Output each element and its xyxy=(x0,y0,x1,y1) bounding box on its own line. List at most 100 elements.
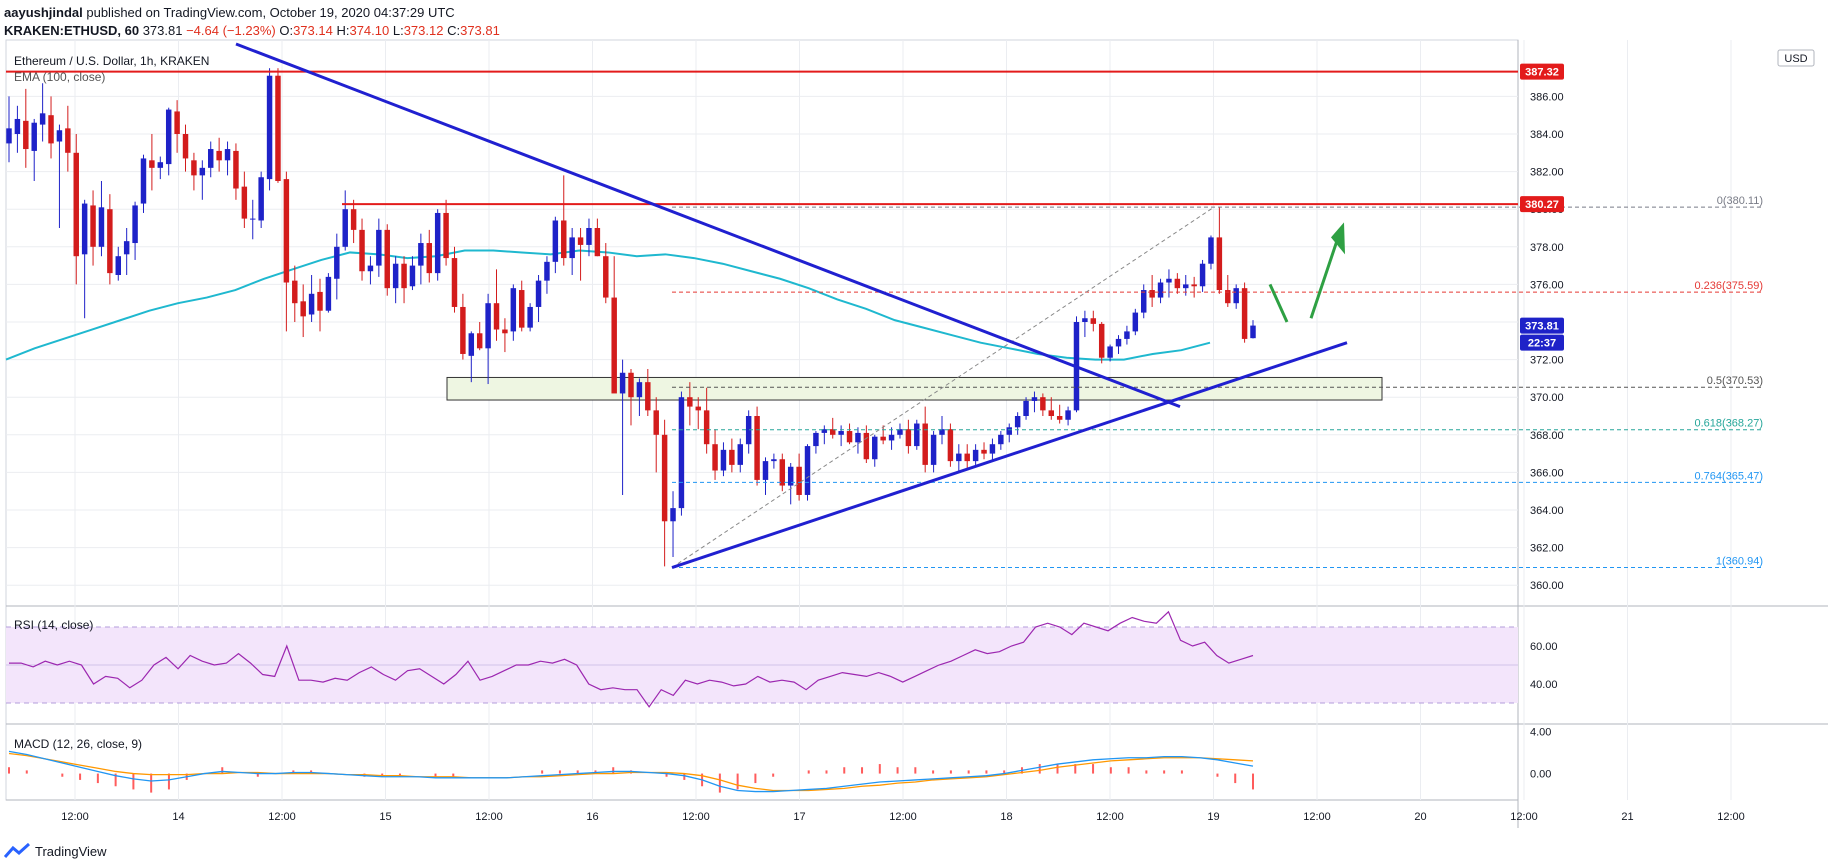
candle-body xyxy=(1191,284,1197,287)
candle-body xyxy=(191,160,197,176)
candle-body xyxy=(485,303,491,349)
price-tick-label: 366.00 xyxy=(1530,467,1564,479)
candle-body xyxy=(23,120,29,150)
fib-level-label: 0.618(368.27) xyxy=(1695,418,1764,430)
time-tick-label: 12:00 xyxy=(61,811,89,823)
candle-body xyxy=(972,449,979,462)
candle-body xyxy=(821,429,828,433)
candle-body xyxy=(956,453,962,462)
time-tick-label: 21 xyxy=(1621,811,1633,823)
candle-body xyxy=(115,256,122,275)
candle-body xyxy=(947,429,954,462)
candle-body xyxy=(90,205,96,247)
candle-body xyxy=(577,237,584,245)
candle-body xyxy=(737,444,744,465)
candle-body xyxy=(762,461,769,480)
candle-body xyxy=(1149,290,1155,298)
price-tag-label: 22:37 xyxy=(1528,338,1556,350)
fib-level-label: 0.764(365.47) xyxy=(1695,470,1764,482)
candle-body xyxy=(1107,346,1113,358)
price-tick-label: 386.00 xyxy=(1530,91,1564,103)
candle-body xyxy=(468,333,475,356)
time-tick-label: 19 xyxy=(1207,811,1219,823)
candle-body xyxy=(350,209,357,230)
low-value: 373.12 xyxy=(403,23,444,38)
candle-body xyxy=(6,128,12,144)
high-value: 374.10 xyxy=(349,23,390,38)
time-tick-label: 12:00 xyxy=(1303,811,1331,823)
candle-body xyxy=(367,265,374,272)
candle-body xyxy=(695,406,701,411)
price-tag-label: 387.32 xyxy=(1525,67,1559,79)
candle-body xyxy=(787,466,794,486)
bullish-trend-line xyxy=(671,341,1348,569)
candle-body xyxy=(233,150,239,189)
candle-body xyxy=(165,109,172,165)
candle-body xyxy=(1031,397,1038,401)
candle-body xyxy=(527,306,533,328)
publish-info: published on TradingView.com, October 19… xyxy=(82,5,455,20)
candle-body xyxy=(1082,318,1088,322)
candle-body xyxy=(157,162,164,168)
price-tag-label: 380.27 xyxy=(1525,199,1559,211)
candle-body xyxy=(678,397,685,509)
candle-body xyxy=(48,115,54,144)
candle-body xyxy=(359,229,365,272)
rsi-line xyxy=(9,610,1254,708)
candle-body xyxy=(342,209,348,247)
candle-body xyxy=(216,150,222,161)
rsi-legend: RSI (14, close) xyxy=(14,618,94,632)
open-label: O: xyxy=(279,23,294,38)
candle-body xyxy=(1140,290,1147,313)
candle-body xyxy=(846,431,853,443)
candle-body xyxy=(804,446,811,495)
fib-level-label: 0(380.11) xyxy=(1717,195,1763,207)
candle-body xyxy=(586,228,592,245)
candle-body xyxy=(922,423,928,465)
candle-body xyxy=(1233,288,1239,304)
candle-body xyxy=(392,263,399,289)
candle-body xyxy=(561,220,567,259)
candle-body xyxy=(914,423,920,447)
currency-label: USD xyxy=(1784,53,1807,65)
candle-body xyxy=(880,436,886,441)
price-tag-label: 373.81 xyxy=(1525,321,1559,333)
candle-body xyxy=(720,449,727,471)
candle-body xyxy=(1199,263,1206,287)
candle-body xyxy=(729,449,735,465)
candle-body xyxy=(645,382,651,411)
price-tick-label: 378.00 xyxy=(1530,242,1564,254)
candle-body xyxy=(661,434,668,522)
candle-body xyxy=(199,167,206,176)
candle-body xyxy=(989,444,996,454)
time-tick-label: 18 xyxy=(1000,811,1012,823)
candle-body xyxy=(1090,318,1097,324)
macd-signal-line xyxy=(8,752,1254,792)
candle-body xyxy=(258,177,264,221)
author-name[interactable]: aayushjindal xyxy=(4,5,83,20)
candle-body xyxy=(1048,410,1055,416)
candle-body xyxy=(31,122,37,151)
candle-body xyxy=(712,444,718,471)
last-price: 373.81 xyxy=(142,23,183,38)
candle-body xyxy=(123,241,130,255)
time-tick-label: 12:00 xyxy=(268,811,296,823)
time-tick-label: 12:00 xyxy=(1096,811,1124,823)
candle-body xyxy=(855,432,861,443)
candle-body xyxy=(510,288,517,332)
candle-body xyxy=(207,149,214,168)
time-tick-label: 14 xyxy=(172,811,184,823)
price-tick-label: 370.00 xyxy=(1530,392,1564,404)
candle-body xyxy=(888,434,895,441)
fib-level-label: 0.5(370.53) xyxy=(1707,375,1763,387)
candle-body xyxy=(754,416,760,480)
footer-brand[interactable]: TradingView xyxy=(35,843,107,859)
price-tick-label: 382.00 xyxy=(1530,167,1564,179)
candle-body xyxy=(98,207,105,247)
candle-body xyxy=(39,113,46,125)
tradingview-logo-icon[interactable] xyxy=(4,843,30,859)
candle-body xyxy=(603,256,609,298)
candle-body xyxy=(1174,278,1181,289)
dip-arrow-segment xyxy=(1268,283,1289,323)
